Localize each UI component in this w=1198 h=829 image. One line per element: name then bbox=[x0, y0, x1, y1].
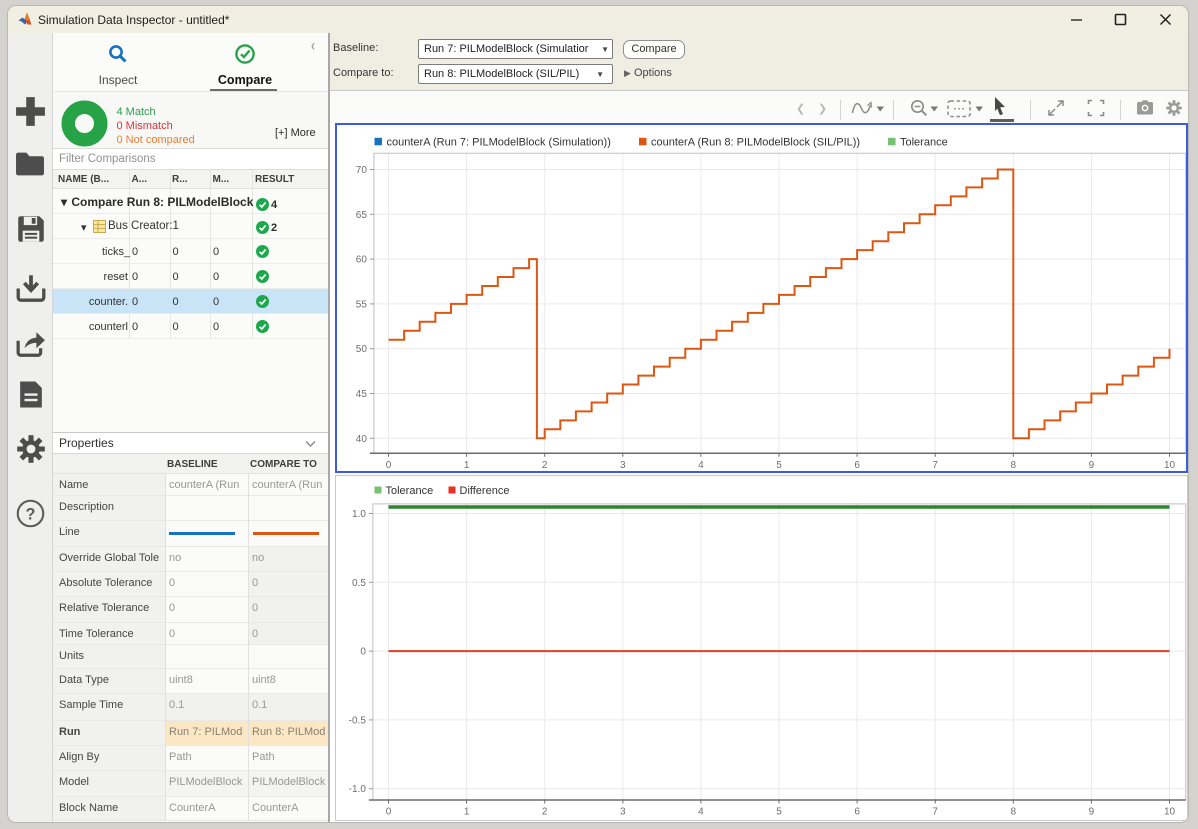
svg-text:counterA (Run 7: PILModelBlock: counterA (Run 7: PILModelBlock (Simulati… bbox=[386, 136, 610, 148]
svg-text:10: 10 bbox=[1163, 806, 1175, 817]
svg-text:0.5: 0.5 bbox=[351, 577, 365, 588]
svg-text:0: 0 bbox=[360, 646, 366, 657]
svg-text:5: 5 bbox=[776, 459, 782, 470]
svg-text:40: 40 bbox=[355, 433, 367, 444]
svg-text:?: ? bbox=[26, 505, 36, 523]
svg-text:10: 10 bbox=[1163, 459, 1175, 470]
svg-text:Tolerance: Tolerance bbox=[385, 484, 433, 496]
svg-text:counterA (Run 8: PILModelBlock: counterA (Run 8: PILModelBlock (SIL/PIL)… bbox=[651, 136, 860, 148]
svg-text:1: 1 bbox=[463, 459, 469, 470]
svg-text:Difference: Difference bbox=[459, 484, 509, 496]
svg-text:7: 7 bbox=[932, 806, 938, 817]
svg-text:0: 0 bbox=[385, 459, 391, 470]
svg-text:8: 8 bbox=[1010, 459, 1016, 470]
svg-text:4: 4 bbox=[698, 459, 704, 470]
svg-text:65: 65 bbox=[355, 209, 367, 220]
svg-text:5: 5 bbox=[776, 806, 782, 817]
svg-text:70: 70 bbox=[355, 165, 367, 176]
svg-text:8: 8 bbox=[1010, 806, 1016, 817]
svg-text:4: 4 bbox=[698, 806, 704, 817]
svg-text:Tolerance: Tolerance bbox=[900, 136, 948, 148]
svg-text:55: 55 bbox=[355, 299, 367, 310]
svg-text:1.0: 1.0 bbox=[351, 509, 365, 520]
svg-text:-0.5: -0.5 bbox=[348, 715, 366, 726]
svg-text:50: 50 bbox=[355, 344, 367, 355]
svg-text:60: 60 bbox=[355, 254, 367, 265]
svg-text:0: 0 bbox=[385, 806, 391, 817]
svg-text:3: 3 bbox=[620, 806, 626, 817]
svg-text:45: 45 bbox=[355, 389, 367, 400]
svg-text:6: 6 bbox=[854, 459, 860, 470]
svg-text:-1.0: -1.0 bbox=[348, 784, 366, 795]
svg-text:9: 9 bbox=[1088, 459, 1094, 470]
svg-text:3: 3 bbox=[620, 459, 626, 470]
svg-text:7: 7 bbox=[932, 459, 938, 470]
svg-text:9: 9 bbox=[1088, 806, 1094, 817]
svg-text:1: 1 bbox=[463, 806, 469, 817]
svg-text:2: 2 bbox=[541, 806, 547, 817]
svg-text:2: 2 bbox=[541, 459, 547, 470]
svg-text:6: 6 bbox=[854, 806, 860, 817]
